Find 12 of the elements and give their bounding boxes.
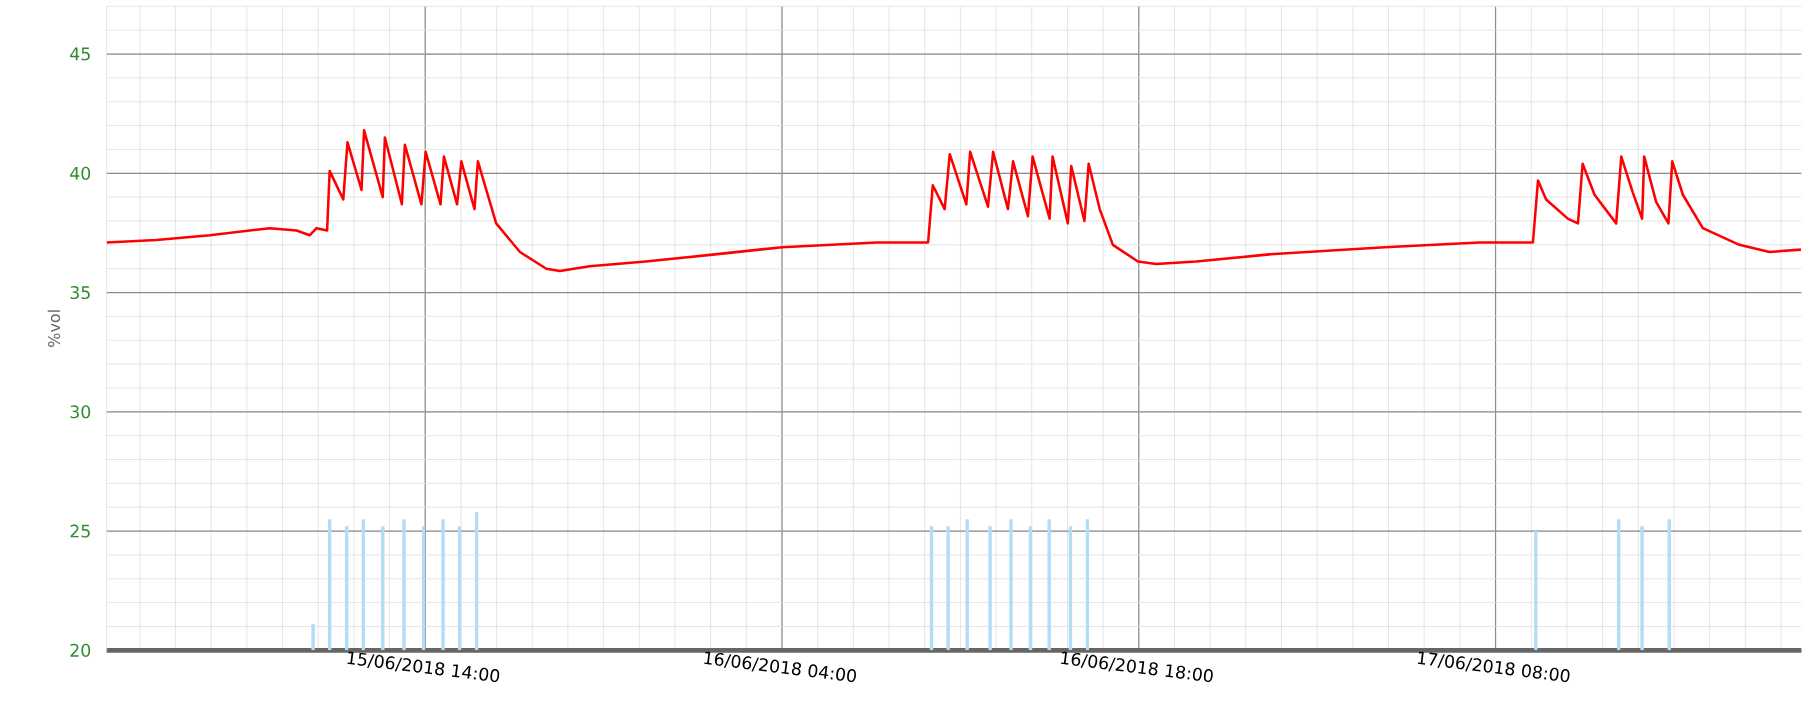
x-tick-label: 16/06/2018 04:00 (704, 651, 856, 683)
y-tick-label: 30 (70, 405, 91, 419)
x-tick-label: 17/06/2018 08:00 (1417, 651, 1570, 683)
y-axis-title: %vol (47, 310, 61, 347)
y-tick-label: 25 (70, 524, 90, 538)
x-tick-label: 16/06/2018 18:00 (1061, 651, 1213, 683)
line-series (106, 129, 1802, 273)
x-tick-label: 15/06/2018 14:00 (347, 651, 500, 683)
y-tick-label: 40 (70, 166, 91, 180)
y-tick-label: 35 (70, 286, 90, 300)
y-tick-label: 45 (70, 47, 90, 61)
y-tick-label: 20 (70, 643, 91, 657)
